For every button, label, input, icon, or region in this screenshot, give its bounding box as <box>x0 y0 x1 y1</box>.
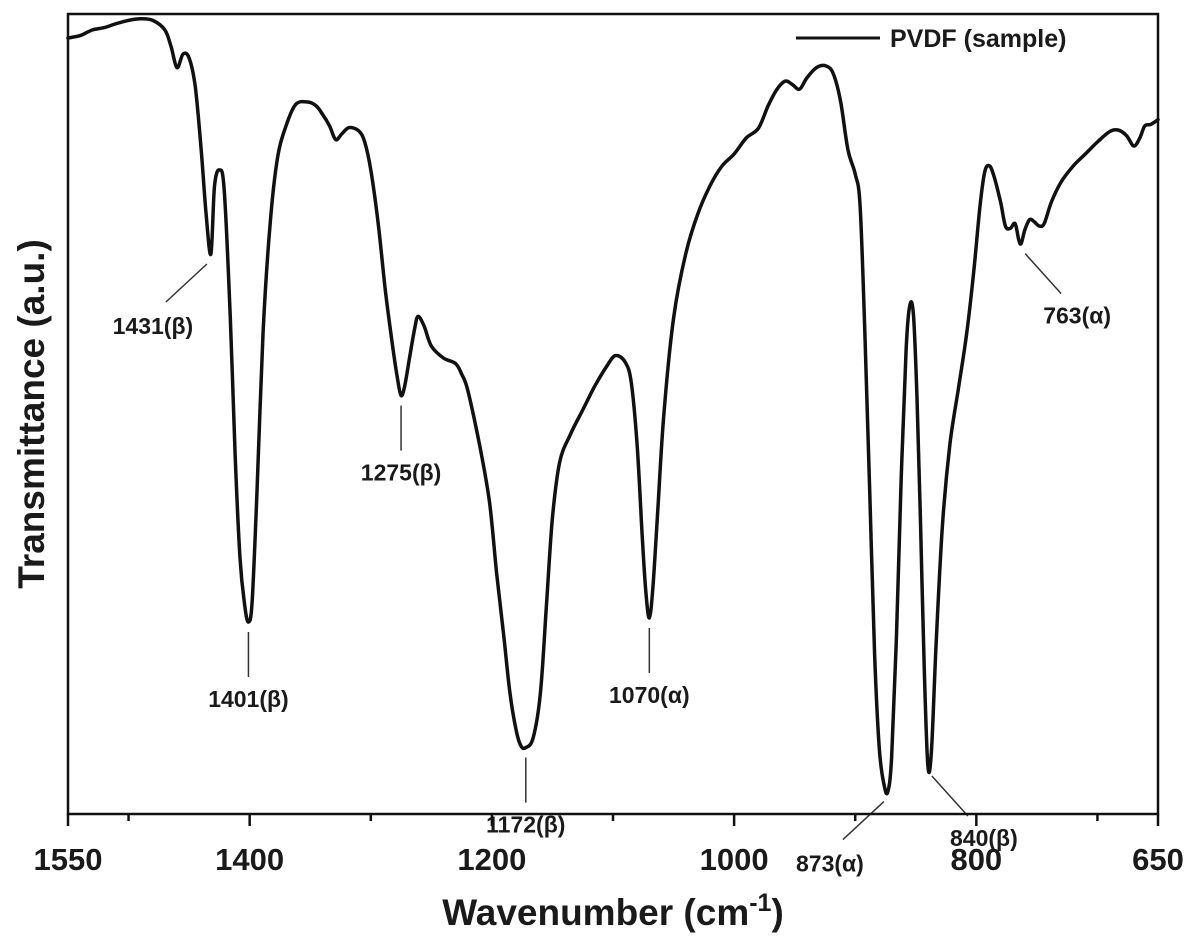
x-tick-label: 1000 <box>700 842 769 877</box>
x-tick-label: 1200 <box>457 842 526 877</box>
x-axis-title-superscript: -1 <box>749 889 771 917</box>
peak-annotations: 1431(β) 1401(β) 1275(β) 1172(β) 1070(α) 873(α… <box>113 253 1111 877</box>
legend-label-pvdf: PVDF (sample) <box>890 25 1066 53</box>
annotation-leader <box>165 263 208 303</box>
annotation-leader <box>931 775 969 817</box>
annotation-leader <box>1024 253 1062 295</box>
annotation-leader <box>842 801 885 841</box>
peak-label: 1275(β) <box>361 460 442 486</box>
x-axis-ticks: 1550 1400 1200 1000 800 650 <box>34 814 1184 877</box>
peak-label: 1431(β) <box>113 313 194 339</box>
x-tick-label: 650 <box>1132 842 1184 877</box>
x-axis-title-main: Wavenumber (cm <box>442 892 749 933</box>
x-tick-label: 1550 <box>34 842 103 877</box>
series-curves <box>66 17 1160 796</box>
peak-label: 1172(β) <box>486 812 565 838</box>
peak-label: 763(α) <box>1043 303 1111 329</box>
peak-label: 1070(α) <box>609 682 690 708</box>
x-tick-label: 800 <box>950 842 1002 877</box>
peak-label: 1401(β) <box>208 686 289 712</box>
series-line-0 <box>66 17 1160 796</box>
peak-label: 840(β) <box>950 825 1018 851</box>
legend: PVDF (sample) <box>796 25 1066 53</box>
x-axis-title-close: ) <box>771 892 783 933</box>
peak-label: 873(α) <box>796 851 864 877</box>
x-tick-label: 1400 <box>215 842 284 877</box>
y-axis-title: Transmittance (a.u.) <box>11 239 52 589</box>
x-axis-title: Wavenumber (cm-1) <box>442 889 784 933</box>
